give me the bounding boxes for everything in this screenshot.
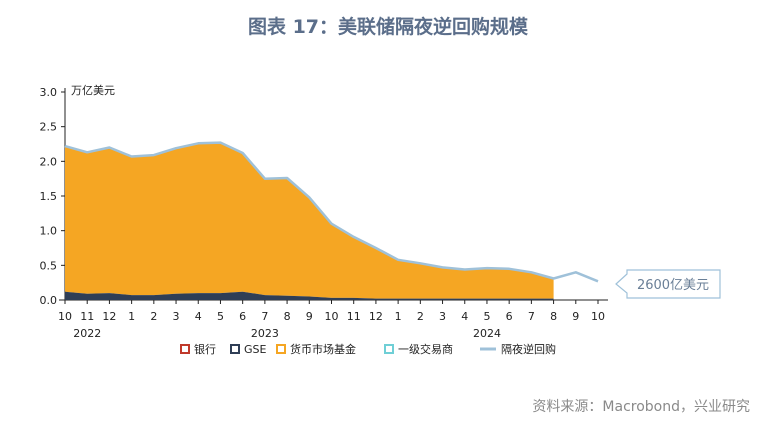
callout-label: 2600亿美元 — [637, 278, 709, 293]
x-tick-label: 10 — [325, 310, 339, 323]
x-tick-label: 8 — [284, 310, 291, 323]
x-tick-label: 12 — [369, 310, 383, 323]
figure-title: 图表 17：美联储隔夜逆回购规模 — [247, 16, 529, 38]
x-tick-label: 4 — [195, 310, 202, 323]
x-tick-label: 8 — [550, 310, 557, 323]
x-tick-label: 10 — [591, 310, 605, 323]
y-tick-label: 3.0 — [40, 86, 58, 99]
x-tick-label: 1 — [395, 310, 402, 323]
x-tick-label: 6 — [506, 310, 513, 323]
x-tick-label: 5 — [217, 310, 224, 323]
legend-label: 银行 — [194, 342, 216, 356]
legend-swatch — [276, 344, 286, 354]
x-tick-label: 7 — [261, 310, 268, 323]
legend-label: 隔夜逆回购 — [501, 342, 556, 356]
x-tick-label: 12 — [102, 310, 116, 323]
legend-swatch — [230, 344, 240, 354]
x-tick-label: 1 — [128, 310, 135, 323]
legend-label: 货币市场基金 — [290, 342, 356, 356]
x-year-label: 2022 — [73, 327, 101, 340]
x-tick-label: 2 — [417, 310, 424, 323]
x-tick-label: 6 — [239, 310, 246, 323]
y-tick-label: 2.5 — [40, 121, 58, 134]
y-axis-unit-label: 万亿美元 — [71, 84, 115, 97]
x-year-label: 2024 — [473, 327, 501, 340]
x-tick-label: 7 — [528, 310, 535, 323]
x-tick-label: 4 — [461, 310, 468, 323]
x-tick-label: 9 — [572, 310, 579, 323]
legend-label: 一级交易商 — [398, 342, 453, 356]
mmf-area — [65, 142, 554, 299]
legend-label: GSE — [244, 343, 267, 356]
gse-area — [65, 291, 554, 300]
x-tick-label: 5 — [483, 310, 490, 323]
callout-box — [615, 269, 721, 299]
legend-swatch — [180, 344, 190, 354]
x-tick-label: 11 — [80, 310, 94, 323]
x-year-label: 2023 — [251, 327, 279, 340]
y-tick-label: 0.0 — [40, 294, 58, 307]
y-tick-label: 0.5 — [40, 259, 58, 272]
source-note: 资料来源：Macrobond，兴业研究 — [532, 399, 750, 415]
y-tick-label: 2.0 — [40, 155, 58, 168]
y-tick-label: 1.5 — [40, 190, 58, 203]
x-tick-label: 3 — [173, 310, 180, 323]
x-tick-label: 11 — [347, 310, 361, 323]
x-tick-label: 2 — [150, 310, 157, 323]
x-tick-label: 3 — [439, 310, 446, 323]
y-tick-label: 1.0 — [40, 225, 58, 238]
x-tick-label: 10 — [58, 310, 72, 323]
x-tick-label: 9 — [306, 310, 313, 323]
rrp-total-line — [64, 141, 599, 283]
legend-swatch — [384, 344, 394, 354]
